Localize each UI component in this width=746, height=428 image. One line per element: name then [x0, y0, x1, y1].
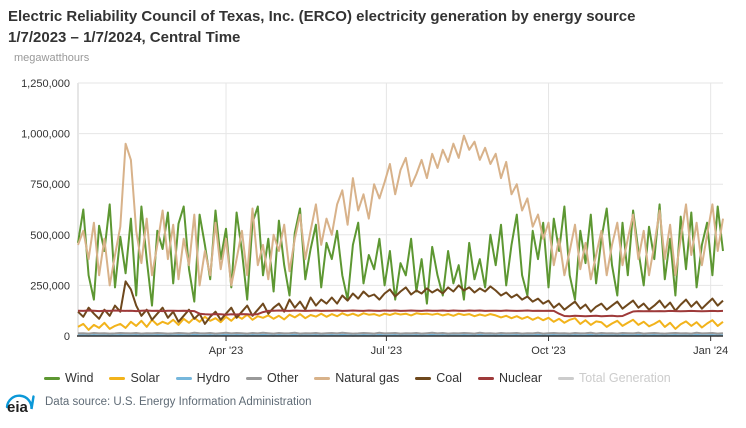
series-line-coal: [77, 280, 724, 325]
y-tick-label: 250,000: [30, 280, 70, 292]
coal-swatch-icon: [415, 376, 432, 380]
x-tick-label: Oct '23: [531, 345, 566, 357]
eia-logo-text: eia: [7, 399, 29, 416]
legend-item-solar[interactable]: Solar: [109, 371, 160, 385]
legend-item-other[interactable]: Other: [246, 371, 298, 385]
legend-label-natural-gas: Natural gas: [335, 371, 400, 385]
total-generation-swatch-icon: [558, 376, 575, 380]
x-tick-label: Jul '23: [371, 345, 402, 357]
legend-item-wind[interactable]: Wind: [44, 371, 93, 385]
natural-gas-swatch-icon: [314, 376, 331, 380]
legend-item-nuclear[interactable]: Nuclear: [477, 371, 543, 385]
legend-label-total-generation: Total Generation: [579, 371, 671, 385]
x-tick-label: Jan '24: [693, 345, 728, 357]
legend-label-hydro: Hydro: [196, 371, 231, 385]
legend-label-nuclear: Nuclear: [498, 371, 543, 385]
eia-logo: eia: [5, 394, 35, 416]
legend-item-natural-gas[interactable]: Natural gas: [314, 371, 399, 385]
x-tick-label: Apr '23: [209, 345, 244, 357]
data-source-text: Data source: U.S. Energy Information Adm…: [45, 396, 312, 408]
y-tick-label: 0: [64, 331, 70, 343]
legend-item-total-generation[interactable]: Total Generation: [558, 371, 671, 385]
legend-label-wind: Wind: [65, 371, 94, 385]
y-tick-label: 1,000,000: [21, 129, 70, 141]
y-tick-label: 750,000: [30, 179, 70, 191]
other-swatch-icon: [246, 376, 263, 380]
nuclear-swatch-icon: [477, 376, 494, 380]
footer: eia Data source: U.S. Energy Information…: [4, 387, 312, 417]
chart-title: Electric Reliability Council of Texas, I…: [8, 8, 636, 46]
hydro-swatch-icon: [175, 376, 192, 380]
chart-legend: Wind Solar Hydro Other Natural gas Coal …: [44, 371, 671, 385]
series-line-natural-gas: [77, 134, 724, 287]
series-line-other: [77, 331, 724, 335]
legend-item-hydro[interactable]: Hydro: [175, 371, 231, 385]
y-tick-label: 500,000: [30, 230, 70, 242]
generation-line-chart[interactable]: 0 250,000 500,000 750,000 1,000,000 1,250,000…: [0, 66, 746, 366]
wind-swatch-icon: [44, 376, 60, 380]
eia-logo-swoosh-icon: [5, 394, 35, 410]
legend-label-coal: Coal: [436, 371, 462, 385]
y-tick-label: 1,250,000: [21, 78, 70, 90]
solar-swatch-icon: [109, 376, 126, 380]
series-line-nuclear: [77, 309, 724, 318]
series-line-solar: [77, 312, 724, 331]
legend-label-other: Other: [267, 371, 299, 385]
legend-label-solar: Solar: [130, 371, 160, 385]
y-axis-unit-label: megawatthours: [14, 52, 90, 64]
series-line-wind: [77, 203, 724, 307]
legend-item-coal[interactable]: Coal: [415, 371, 462, 385]
